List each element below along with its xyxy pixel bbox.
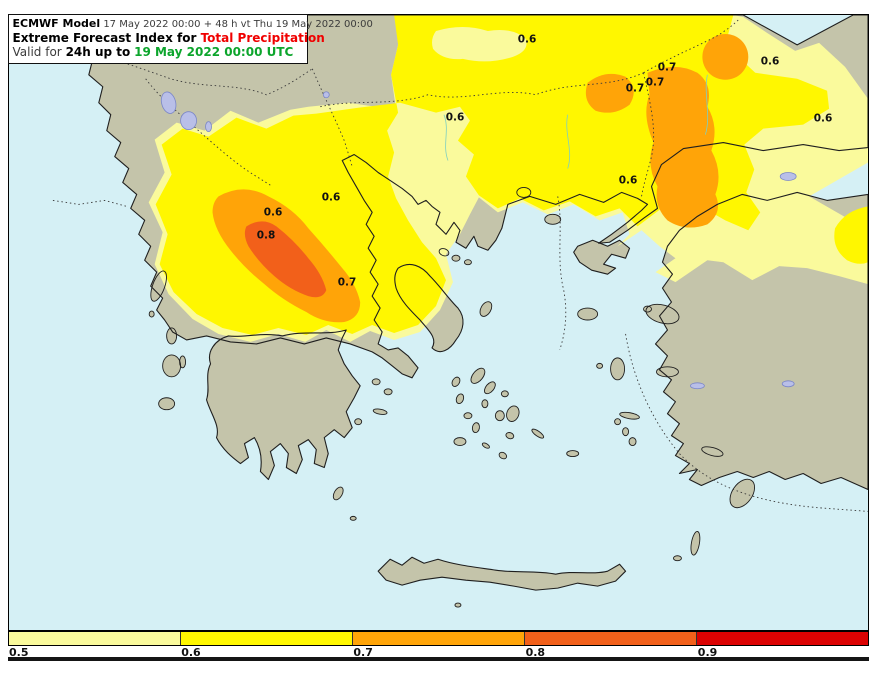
- bottom-rule: [8, 657, 869, 661]
- river-layer: [443, 74, 709, 169]
- colorbar-segment: [9, 632, 180, 645]
- contour-label: 0.6: [517, 33, 537, 46]
- colorbar-tick: 0.6: [181, 646, 201, 659]
- colorbar-ticks: 0.5 0.6 0.7 0.8 0.9: [8, 646, 869, 659]
- colorbar-tick: 0.8: [525, 646, 546, 659]
- model-name: ECMWF Model: [12, 16, 101, 30]
- index-label: Extreme Forecast Index for: [12, 30, 197, 45]
- contour-label: 0.7: [645, 76, 665, 89]
- contour-label: 0.6: [445, 111, 465, 124]
- title-line-model: ECMWF Model 17 May 2022 00:00 + 48 h vt …: [12, 16, 373, 31]
- colorbar-segment: [180, 632, 352, 645]
- contour-label: 0.6: [813, 112, 833, 125]
- valid-period: 24h up to: [65, 45, 131, 60]
- map-frame: 0.6 0.7 0.7 0.7 0.6 0.6 0.6 0.6 0.6 0.6 0.8 0.7 ECM…: [7, 13, 869, 631]
- title-line-index: Extreme Forecast Index for Total Precipi…: [12, 30, 325, 46]
- run-info: 17 May 2022 00:00 + 48 h vt Thu 19 May 2…: [103, 18, 373, 30]
- colorbar-segment: [696, 632, 868, 645]
- lake-layer: [160, 91, 797, 390]
- weather-map[interactable]: [9, 15, 868, 630]
- border-layer: [52, 18, 868, 512]
- title-line-valid: Valid for 24h up to 19 May 2022 00:00 UT…: [13, 45, 303, 60]
- valid-prefix: Valid for: [12, 45, 62, 60]
- contour-label: 0.6: [321, 191, 341, 204]
- contour-label: 0.7: [337, 276, 357, 289]
- contour-label: 0.7: [625, 82, 645, 95]
- colorbar-tick: 0.5: [9, 646, 29, 659]
- colorbar: [8, 631, 869, 646]
- title-box: ECMWF Model 17 May 2022 00:00 + 48 h vt …: [7, 13, 373, 64]
- contour-label: 0.7: [657, 61, 677, 74]
- valid-time: 19 May 2022 00:00 UTC: [134, 45, 294, 60]
- colorbar-tick: 0.9: [697, 646, 718, 659]
- parameter-name: Total Precipitation: [200, 30, 325, 45]
- contour-label: 0.6: [618, 174, 638, 187]
- contour-label: 0.8: [256, 229, 276, 242]
- colorbar-segment: [352, 632, 524, 645]
- contour-label: 0.6: [263, 206, 283, 219]
- colorbar-tick: 0.7: [353, 646, 373, 659]
- contour-label: 0.6: [760, 55, 780, 68]
- colorbar-segment: [524, 632, 696, 645]
